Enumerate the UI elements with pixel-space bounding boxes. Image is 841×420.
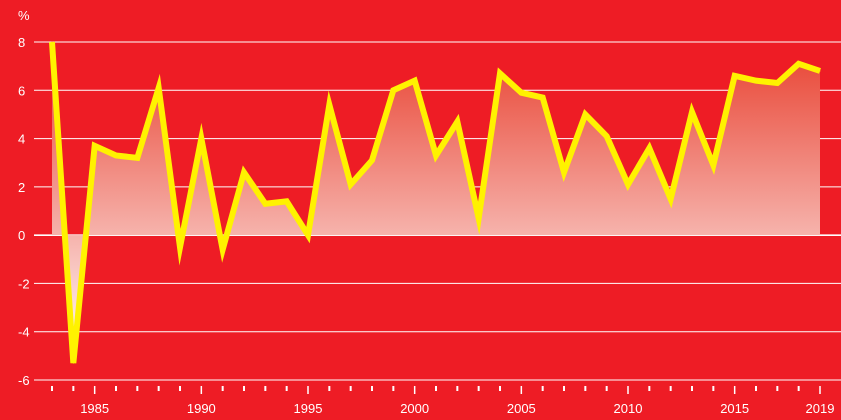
x-tick-label: 1995 [294,401,323,416]
data-point [392,89,394,91]
data-point [627,183,629,185]
data-point [286,200,288,202]
data-point [648,147,650,149]
data-point [499,72,501,74]
data-point [94,145,96,147]
data-point [542,97,544,99]
data-point [200,138,202,140]
y-axis-tick-labels: -6 -4 -2 0 2 4 6 8 [18,35,30,388]
x-tick-label: 1985 [80,401,109,416]
y-tick-label: -6 [18,373,30,388]
y-tick-label: 2 [18,180,25,195]
data-point [755,80,757,82]
data-point [222,249,224,251]
area-fill [52,42,820,364]
data-point [606,135,608,137]
data-point [307,234,309,236]
y-tick-label: 6 [18,83,25,98]
y-axis-unit-label: % [18,8,30,23]
data-point [520,92,522,94]
x-tick-label: 2019 [806,401,835,416]
data-point [179,246,181,248]
x-tick-label: 2010 [614,401,643,416]
data-point [328,104,330,106]
data-point [371,159,373,161]
series-line [49,41,821,364]
x-axis: 1985 1990 1995 2000 2005 2010 2015 2019 [51,386,835,416]
data-point [158,87,160,89]
data-point [478,217,480,219]
data-point [798,63,800,65]
y-tick-label: 8 [18,35,25,50]
x-tick-label: 2000 [400,401,429,416]
y-tick-label: 4 [18,132,25,147]
x-tick-label: 1990 [187,401,216,416]
area-path [52,42,820,364]
data-point [584,113,586,115]
data-point [435,154,437,156]
data-point [264,203,266,205]
x-tick-label: 2005 [507,401,536,416]
data-point [72,362,74,364]
data-point [712,164,714,166]
data-point [414,80,416,82]
data-point [350,183,352,185]
data-point [456,121,458,123]
data-point [136,157,138,159]
data-point [734,75,736,77]
x-tick-label: 2015 [720,401,749,416]
y-tick-label: -4 [18,325,30,340]
data-point [243,171,245,173]
data-point [819,70,821,72]
data-point [670,198,672,200]
data-point [115,154,117,156]
y-tick-label: -2 [18,276,30,291]
data-point [51,41,53,43]
y-tick-label: 0 [18,228,25,243]
data-point [691,111,693,113]
data-point [776,82,778,84]
data-point [563,171,565,173]
